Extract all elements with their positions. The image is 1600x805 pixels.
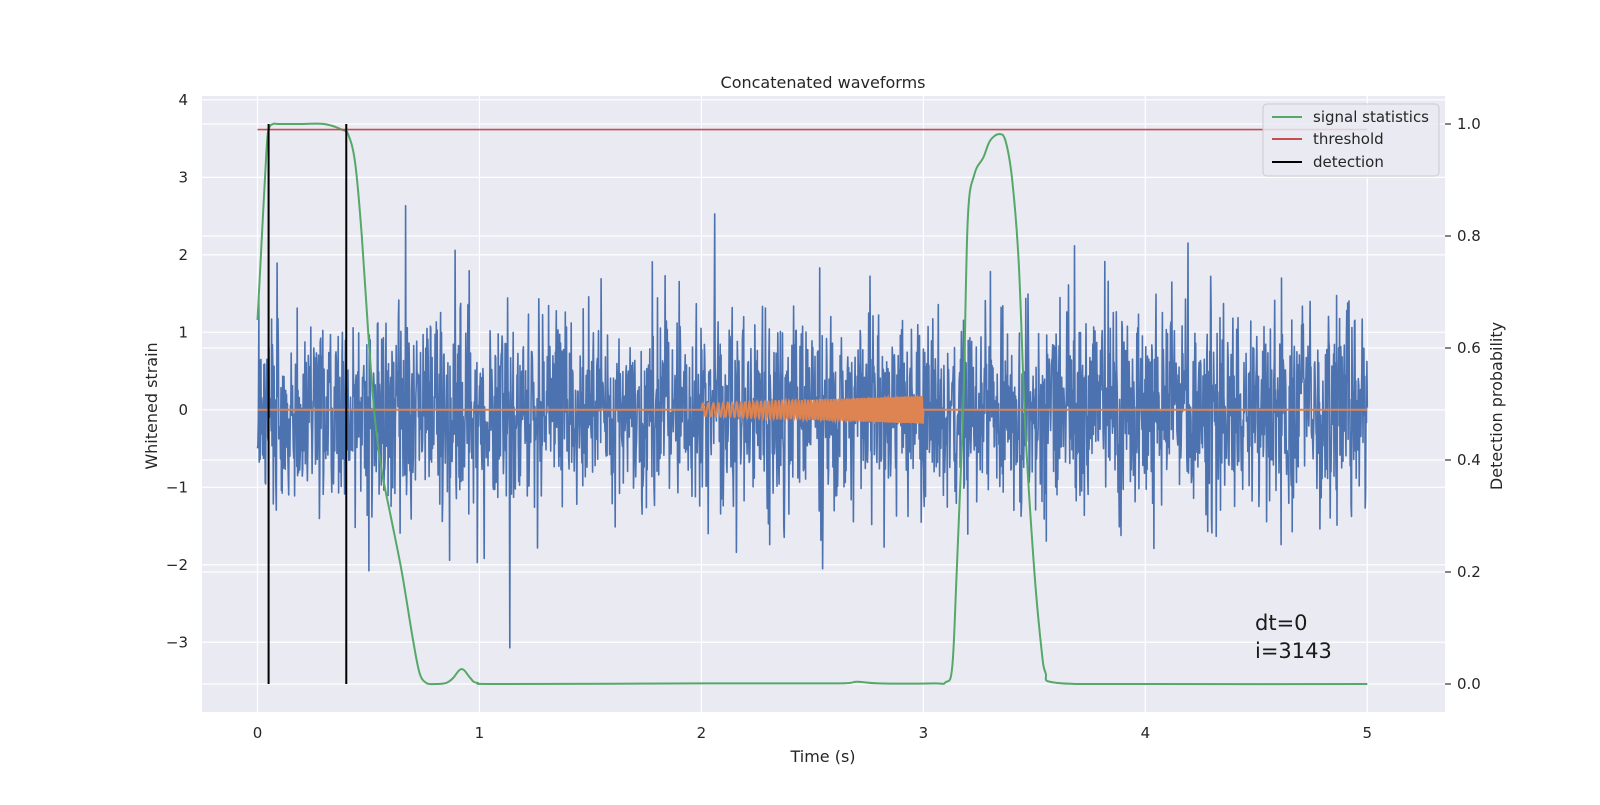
y-tick-label-left: 1 [178,323,188,341]
x-tick-label: 2 [697,724,707,742]
series-layer [256,122,1369,686]
x-tick-label: 1 [475,724,485,742]
series-line-signal-statistics [256,122,1368,686]
y-tick-label-left: 4 [178,91,188,109]
y-tick-label-right: 0.4 [1457,451,1481,469]
legend-box [1262,103,1440,177]
series-line-strain [256,204,1369,649]
y-tick-label-right: 1.0 [1457,115,1481,133]
annotation-i: i=3143 [1255,639,1332,663]
y-axis-label-right: Detection probability [1487,322,1506,490]
legend-label-threshold: threshold [1313,130,1384,148]
legend-label-detection: detection [1313,153,1384,171]
chart-title: Concatenated waveforms [721,73,926,92]
legend-label-signal-statistics: signal statistics [1313,108,1429,126]
y-tick-label-left: 2 [178,246,188,264]
y-axis-label-left: Whitened strain [142,342,161,469]
y-tick-label-left: −3 [166,633,188,651]
y-tick-label-left: 0 [178,401,188,419]
legend: signal statistics threshold detection [1262,103,1440,177]
y-tick-label-right: 0.6 [1457,339,1481,357]
x-axis-label: Time (s) [789,747,855,766]
series-line-injected-waveform [257,394,1368,426]
x-tick-label: 5 [1363,724,1373,742]
y-tick-label-left: −1 [166,478,188,496]
y-tick-label-right: 0.2 [1457,563,1481,581]
y-tick-label-right: 0.8 [1457,227,1481,245]
y-tick-label-right: 0.0 [1457,675,1481,693]
ticks-layer: 0 1 2 3 4 5 −3 −2 −1 0 1 2 3 4 0.0 0.2 0.4 0.6 0.8 1.0 [166,91,1481,742]
x-tick-label: 0 [253,724,263,742]
y-tick-label-left: 3 [178,168,188,186]
x-tick-label: 4 [1141,724,1151,742]
x-tick-label: 3 [919,724,929,742]
y-tick-label-left: −2 [166,556,188,574]
annotation-dt: dt=0 [1255,611,1308,635]
